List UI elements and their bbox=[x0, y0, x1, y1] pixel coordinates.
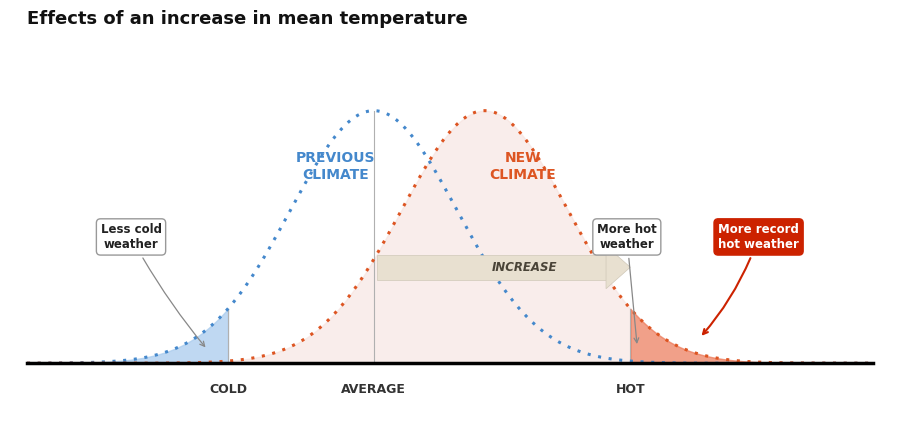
Polygon shape bbox=[606, 246, 630, 289]
Text: Effects of an increase in mean temperature: Effects of an increase in mean temperatu… bbox=[27, 10, 468, 28]
Text: AVERAGE: AVERAGE bbox=[341, 383, 406, 396]
Text: More record
hot weather: More record hot weather bbox=[703, 223, 799, 334]
Text: COLD: COLD bbox=[209, 383, 248, 396]
Text: PREVIOUS
CLIMATE: PREVIOUS CLIMATE bbox=[296, 150, 375, 182]
Text: Less cold
weather: Less cold weather bbox=[101, 223, 204, 346]
Text: INCREASE: INCREASE bbox=[491, 261, 557, 274]
Text: HOT: HOT bbox=[616, 383, 645, 396]
Text: NEW
CLIMATE: NEW CLIMATE bbox=[490, 150, 556, 182]
Text: More hot
weather: More hot weather bbox=[597, 223, 657, 343]
Polygon shape bbox=[377, 255, 606, 280]
